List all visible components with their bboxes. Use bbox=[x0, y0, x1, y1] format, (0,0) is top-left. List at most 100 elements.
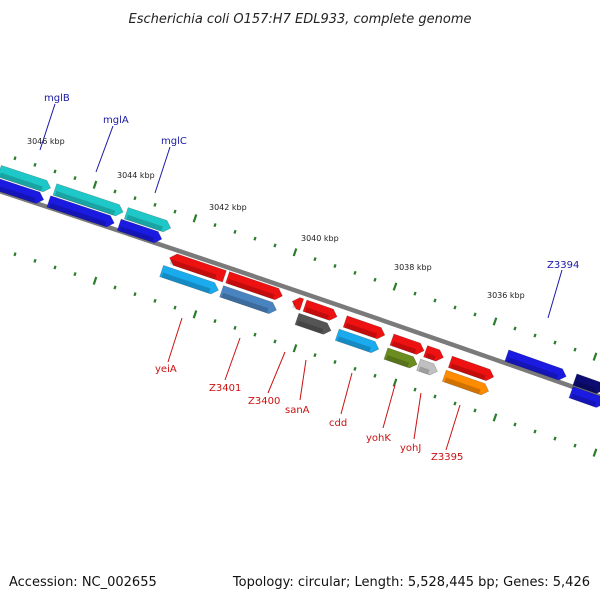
tick-mark-bottom bbox=[13, 252, 17, 257]
tick-mark-top bbox=[13, 156, 17, 161]
gene-cdd-shade bbox=[337, 336, 371, 353]
gene-top-blue-4 bbox=[568, 386, 600, 408]
gene-yohK bbox=[383, 347, 418, 369]
leader-mglA bbox=[95, 125, 114, 173]
kbp-label-3036: 3036 kbp bbox=[487, 291, 525, 300]
leader-sanA bbox=[299, 359, 307, 401]
tick-mark-bottom bbox=[392, 378, 398, 387]
tick-mark-top bbox=[492, 317, 498, 326]
gene-yeiA-shade bbox=[161, 272, 211, 294]
tick-mark-bottom bbox=[573, 443, 577, 448]
tick-mark-top bbox=[392, 282, 398, 291]
leader-mglB bbox=[39, 103, 56, 151]
gene-red-4-shade bbox=[304, 307, 330, 320]
tick-mark-bottom bbox=[92, 276, 98, 285]
tick-mark-bottom bbox=[33, 258, 37, 263]
tick-mark-top bbox=[573, 347, 577, 352]
kbp-label-3044: 3044 kbp bbox=[117, 171, 155, 180]
tick-mark-bottom bbox=[292, 344, 298, 353]
gene-Z3395-shade bbox=[444, 377, 481, 395]
gene-label-sanA: sanA bbox=[285, 405, 310, 416]
gene-mglB bbox=[0, 164, 52, 193]
tick-mark-bottom bbox=[492, 413, 498, 422]
tick-mark-top bbox=[373, 277, 377, 282]
gene-features bbox=[0, 164, 600, 408]
topology-text: Topology: circular; Length: 5,528,445 bp… bbox=[232, 575, 590, 590]
tick-mark-top bbox=[453, 305, 457, 310]
gene-label-Z3401: Z3401 bbox=[209, 383, 241, 394]
tick-mark-top bbox=[192, 214, 198, 223]
gene-top-blue-4-shade bbox=[570, 393, 597, 407]
gene-yeiA bbox=[159, 264, 219, 295]
gene-red-4 bbox=[302, 299, 338, 321]
tick-mark-top bbox=[73, 176, 77, 181]
tick-mark-bottom bbox=[73, 272, 77, 277]
tick-mark-bottom bbox=[453, 401, 457, 406]
tick-mark-top bbox=[253, 236, 257, 241]
tick-mark-bottom bbox=[173, 305, 177, 310]
leader-Z3394 bbox=[547, 269, 563, 319]
gene-label-yohJ: yohJ bbox=[400, 443, 421, 454]
gene-red-7-shade bbox=[425, 352, 436, 361]
gene-navy-shade bbox=[574, 381, 597, 393]
tick-mark-bottom bbox=[133, 292, 137, 297]
gene-mglA bbox=[52, 183, 124, 217]
gene-red-1 bbox=[169, 253, 227, 283]
tick-mark-bottom bbox=[233, 325, 237, 330]
accession-text: Accession: NC_002655 bbox=[9, 575, 157, 590]
tick-mark-top bbox=[533, 333, 537, 338]
tick-mark-top bbox=[473, 312, 477, 317]
top-gene-labels: mglB mglA mglC Z3394 bbox=[39, 93, 579, 319]
gene-top-blue-1-shade bbox=[0, 185, 36, 203]
gene-Z3401 bbox=[219, 285, 277, 315]
gene-label-mglB: mglB bbox=[44, 93, 70, 104]
gene-red-6-shade bbox=[391, 341, 417, 354]
leader-yohK bbox=[382, 384, 396, 429]
gene-red-8-shade bbox=[450, 363, 486, 381]
gene-label-Z3394: Z3394 bbox=[547, 260, 579, 271]
tick-mark-bottom bbox=[313, 353, 317, 358]
gene-label-cdd: cdd bbox=[329, 418, 347, 429]
gene-yohJ bbox=[416, 358, 438, 376]
kbp-label-3040: 3040 kbp bbox=[301, 234, 339, 243]
gene-label-yohK: yohK bbox=[366, 433, 391, 444]
tick-mark-top bbox=[292, 248, 298, 257]
gene-red-3-shade bbox=[292, 302, 296, 309]
kbp-label-3046: 3046 kbp bbox=[27, 137, 65, 146]
tick-mark-bottom bbox=[533, 429, 537, 434]
tick-mark-bottom bbox=[273, 339, 277, 344]
gene-sanA bbox=[294, 312, 332, 335]
leader-yeiA bbox=[167, 317, 183, 363]
kbp-label-3038: 3038 kbp bbox=[394, 263, 432, 272]
tick-mark-top bbox=[33, 162, 37, 167]
gene-red-5 bbox=[342, 315, 386, 340]
tick-mark-top bbox=[213, 223, 217, 228]
gene-label-Z3400: Z3400 bbox=[248, 396, 280, 407]
gene-top-blue-2 bbox=[46, 195, 115, 228]
gene-red-5-shade bbox=[345, 323, 377, 339]
gene-mglC-shade bbox=[126, 214, 163, 232]
tick-mark-bottom bbox=[213, 319, 217, 324]
gene-red-8 bbox=[447, 355, 495, 382]
tick-mark-top bbox=[513, 326, 517, 331]
tick-mark-top bbox=[92, 180, 98, 189]
gene-yohJ-shade bbox=[418, 366, 430, 375]
gene-red-1-shade bbox=[169, 259, 217, 280]
map-title: Escherichia coli O157:H7 EDL933, complet… bbox=[129, 12, 472, 27]
tick-mark-top bbox=[333, 263, 337, 269]
tick-mark-bottom bbox=[553, 436, 557, 441]
tick-mark-top bbox=[173, 209, 177, 214]
gene-red-2-shade bbox=[227, 278, 275, 300]
gene-label-yeiA: yeiA bbox=[155, 364, 177, 375]
gene-top-blue-3 bbox=[116, 218, 163, 244]
tick-mark-bottom bbox=[53, 265, 57, 270]
gene-Z3394-shade bbox=[506, 357, 559, 380]
leader-cdd bbox=[340, 372, 353, 415]
tick-mark-bottom bbox=[413, 387, 417, 392]
tick-mark-top bbox=[353, 270, 357, 275]
gene-red-6 bbox=[389, 333, 425, 355]
tick-mark-top bbox=[113, 189, 117, 194]
leader-Z3400 bbox=[267, 351, 286, 394]
gene-top-blue-1 bbox=[0, 177, 45, 204]
tick-mark-bottom bbox=[373, 373, 377, 378]
